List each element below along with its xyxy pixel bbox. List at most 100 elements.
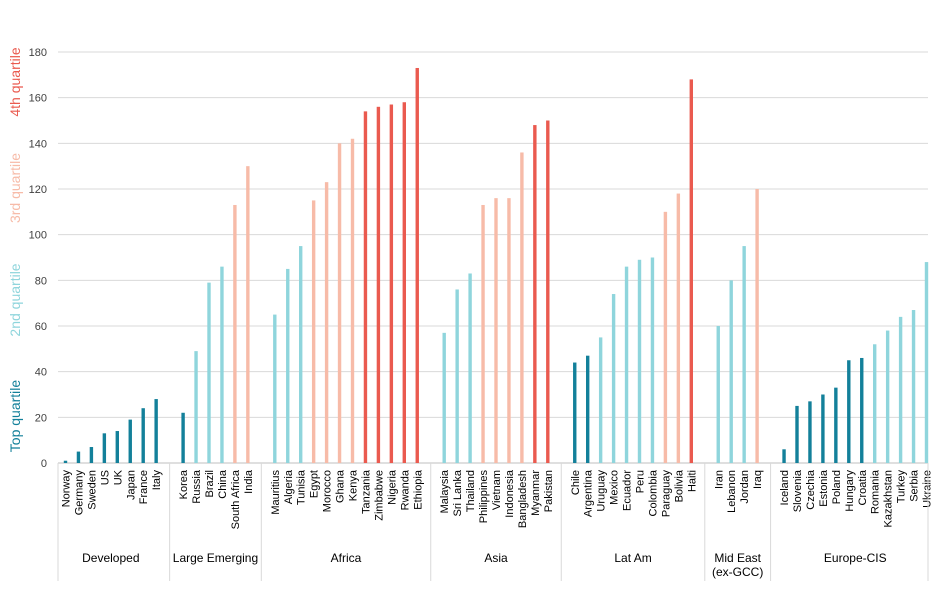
bar <box>455 289 459 463</box>
quartile-label: 3rd quartile <box>7 153 23 223</box>
quartile-label: 2nd quartile <box>7 263 23 336</box>
bar <box>311 200 316 463</box>
bar <box>141 408 145 463</box>
bar <box>873 344 877 463</box>
country-label: Ethiopia <box>412 469 424 510</box>
country-label: Tunisia <box>296 469 308 505</box>
bar <box>782 449 786 463</box>
country-label: Pakistan <box>543 470 555 512</box>
country-label: Slovenia <box>792 469 804 512</box>
bar <box>350 138 355 463</box>
bar <box>885 330 890 463</box>
bar <box>650 257 655 463</box>
country-label: Morocco <box>322 470 334 512</box>
bar <box>468 273 472 463</box>
country-label: Peru <box>635 470 647 493</box>
y-tick-label: 140 <box>29 138 47 150</box>
bar <box>376 106 381 464</box>
bar <box>154 399 158 463</box>
bar <box>821 394 825 463</box>
country-label: UK <box>112 469 124 485</box>
country-label: Italy <box>151 470 163 491</box>
gridlines <box>58 51 928 464</box>
bar <box>624 266 629 463</box>
bar <box>637 259 642 463</box>
y-tick-label: 0 <box>41 458 47 470</box>
y-tick-label: 60 <box>35 321 47 333</box>
country-label: Poland <box>831 470 843 504</box>
country-label: US <box>99 470 111 485</box>
bar <box>63 460 68 463</box>
bar <box>442 332 446 463</box>
group-label: Europe-CIS <box>824 551 887 565</box>
y-tick-label: 180 <box>29 47 47 59</box>
country-label: China <box>217 469 229 499</box>
bar <box>324 182 329 463</box>
country-label: Sri Lanka <box>452 469 464 516</box>
bar <box>533 125 537 464</box>
bar <box>808 401 812 463</box>
region-group-labels: Developed Large Emerging Africa Asia Lat Am M… <box>57 463 929 581</box>
country-label: India <box>243 469 255 494</box>
country-label: Argentina <box>583 469 595 517</box>
bar <box>689 79 693 464</box>
y-tick-label: 20 <box>35 412 47 424</box>
bar <box>834 387 838 463</box>
country-label: Hungary <box>844 470 856 512</box>
group-label: Lat Am <box>614 551 651 565</box>
country-label: Serbia <box>909 469 921 502</box>
country-label: Bolivia <box>673 469 685 502</box>
country-label: Rwanda <box>399 469 411 510</box>
bar <box>128 419 132 463</box>
country-label: Iceland <box>779 470 791 505</box>
country-label: Mexico <box>609 470 621 505</box>
bar <box>795 405 799 463</box>
bar <box>363 111 368 463</box>
bar <box>847 360 851 463</box>
bar <box>207 282 211 463</box>
country-label: Haiti <box>686 470 698 492</box>
bar <box>194 351 198 463</box>
bars <box>63 67 929 464</box>
country-label: Japan <box>125 470 137 500</box>
country-label: Estonia <box>818 469 830 507</box>
bar <box>573 362 577 463</box>
country-label: Paraguay <box>660 470 672 518</box>
country-label: Lebanon <box>726 470 738 513</box>
bar <box>598 337 603 463</box>
country-label: Vietnam <box>491 470 503 510</box>
country-label: Turkey <box>896 470 908 504</box>
bar <box>546 120 550 463</box>
bar <box>742 246 746 463</box>
bar <box>676 193 681 464</box>
group-label: (ex-GCC) <box>712 565 763 579</box>
country-label: Iraq <box>752 470 764 489</box>
country-label: Thailand <box>465 470 477 512</box>
bar <box>507 198 511 463</box>
bar <box>115 431 119 463</box>
bar <box>520 152 524 463</box>
country-label: Indonesia <box>504 469 516 518</box>
bar <box>924 262 929 463</box>
country-label: Germany <box>73 470 85 516</box>
country-label: Uruguay <box>596 470 608 512</box>
y-tick-label: 100 <box>29 230 47 242</box>
y-axis-ticks: 0 20 40 60 80 100 120 140 160 180 <box>29 47 47 470</box>
bar <box>286 268 290 463</box>
country-label: South Africa <box>230 469 242 529</box>
country-label: Romania <box>870 469 882 514</box>
country-label: Sweden <box>86 470 98 510</box>
country-label: Malaysia <box>439 469 451 513</box>
country-label: Kazakhstan <box>883 470 895 527</box>
bar <box>246 166 250 463</box>
y-tick-label: 120 <box>29 184 47 196</box>
country-label: Bangladesh <box>517 470 529 528</box>
country-label: France <box>138 470 150 504</box>
y-tick-label: 160 <box>29 93 47 105</box>
bar <box>898 316 903 463</box>
country-label: Nigeria <box>386 469 398 505</box>
country-label: Chile <box>570 470 582 495</box>
quartile-label: 4th quartile <box>7 47 23 116</box>
country-label: Algeria <box>283 469 295 504</box>
